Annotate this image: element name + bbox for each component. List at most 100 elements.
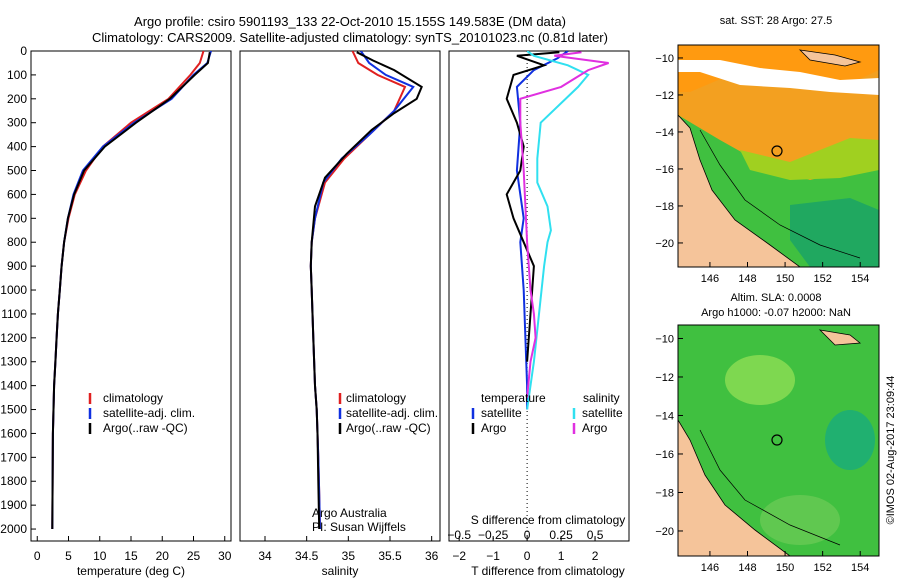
salinity-lines: [309, 51, 423, 530]
x-tick-label: 10: [93, 549, 107, 563]
x-tick-label: −2: [452, 549, 466, 563]
depth-tick-label: 100: [7, 68, 27, 82]
figure-subtitle: Climatology: CARS2009. Satellite-adjuste…: [92, 30, 608, 45]
lat-tick-label: −14: [655, 127, 674, 139]
series-argo-raw-qc-: [309, 51, 423, 530]
bathymetry-contour: [699, 129, 861, 259]
x-tick-label: 1: [558, 549, 565, 563]
sst-map-title: sat. SST: 28 Argo: 27.5: [720, 15, 833, 27]
s-tick-label: 0: [524, 528, 531, 542]
temperature-x-axis: 0 5 10 15 20 25 30: [34, 536, 232, 563]
sla-map: Altim. SLA: 0.0008 Argo h1000: -0.07 h20…: [655, 292, 880, 574]
depth-tick-label: 2000: [0, 522, 27, 536]
land-queensland: [678, 114, 801, 267]
depth-tick-label: 1300: [0, 355, 27, 369]
land-png: [798, 49, 862, 67]
salinity-xlabel: salinity: [322, 564, 359, 578]
pi-label: PI: Susan Wijffels: [312, 520, 406, 534]
x-tick-label: 5: [65, 549, 72, 563]
difference-x-axis: −2 −1 0 1 2 −0.5 −0.25 0 0.25 0.5: [447, 528, 603, 563]
argo-float-marker: [771, 145, 783, 157]
x-tick-label: 34.5: [295, 549, 319, 563]
x-tick-label: 15: [124, 549, 138, 563]
t-difference-label: T difference from climatology: [471, 564, 625, 578]
s-tick-label: −0.25: [478, 528, 509, 542]
lat-tick-label: −20: [655, 238, 674, 250]
legend-t-satellite: satellite: [481, 406, 522, 420]
series-climatology: [51, 51, 205, 530]
sla-map-title: Altim. SLA: 0.0008: [730, 292, 821, 304]
lat-tick-label: −16: [655, 449, 674, 461]
series-climatology: [309, 51, 407, 530]
lon-tick-label: 148: [738, 562, 756, 574]
sla-mid-patch: [760, 495, 840, 545]
depth-tick-label: 800: [7, 235, 27, 249]
s-tick-label: 0.25: [549, 528, 573, 542]
sla-map-frame: [677, 324, 880, 557]
salinity-panel: 34 34.5 35 35.5 36 climatology satellite-adj…: [239, 50, 441, 578]
legend-s-satellite: satellite: [582, 406, 623, 420]
depth-tick-label: 1100: [1, 307, 27, 321]
difference-panel: −2 −1 0 1 2 −0.5 −0.25 0 0.25 0.5 temperature sat…: [447, 50, 630, 578]
depth-tick-label: 1800: [0, 474, 27, 488]
series-argo-raw-qc-: [51, 52, 211, 530]
depth-tick-label: 500: [7, 164, 27, 178]
credit-label: ©IMOS 02-Aug-2017 23:09:44: [885, 376, 897, 525]
sst-transition-band: [740, 138, 879, 180]
depth-tick-label: 1900: [0, 498, 27, 512]
s-tick-label: 0.5: [587, 528, 604, 542]
series-temperature-satellite: [515, 51, 569, 410]
s-difference-label: S difference from climatology: [471, 513, 626, 527]
figure-title: Argo profile: csiro 5901193_133 22-Oct-2…: [134, 14, 566, 29]
depth-tick-label: 1200: [0, 331, 27, 345]
difference-legend: temperature satellite Argo salinity sate…: [471, 391, 623, 435]
lon-tick-label: 148: [738, 273, 756, 285]
x-tick-label: 36: [425, 549, 439, 563]
lat-tick-label: −10: [655, 53, 674, 65]
sla-map-field: [678, 325, 879, 556]
x-tick-label: 30: [218, 549, 232, 563]
legend-t-argo: Argo: [481, 421, 507, 435]
depth-tick-label: 1700: [0, 450, 27, 464]
depth-tick-label: 1400: [0, 379, 27, 393]
lon-tick-label: 152: [813, 562, 831, 574]
sst-map-frame: [677, 44, 880, 268]
sst-teal-region: [790, 198, 879, 267]
legend-satellite: satellite-adj. clim.: [346, 406, 438, 420]
sla-high-patch: [725, 355, 795, 405]
x-tick-label: 2: [592, 549, 599, 563]
lon-tick-label: 152: [813, 273, 831, 285]
depth-tick-label: 1000: [0, 283, 27, 297]
series-salinity-argo: [519, 51, 609, 398]
bathymetry-contour: [699, 429, 841, 546]
salinity-x-axis: 34 34.5 35 35.5 36: [258, 536, 439, 563]
lat-tick-label: −18: [655, 201, 674, 213]
sst-map-field: [678, 45, 879, 267]
lon-tick-label: 146: [701, 562, 719, 574]
legend-climatology: climatology: [103, 391, 163, 405]
land-queensland: [678, 419, 791, 556]
sst-map: sat. SST: 28 Argo: 27.5 −10−12−14−16−18−…: [655, 15, 880, 285]
land-png: [818, 329, 862, 346]
institution-label: Argo Australia: [312, 506, 387, 520]
legend-temperature-heading: temperature: [481, 391, 546, 405]
s-tick-label: −0.5: [447, 528, 471, 542]
depth-tick-label: 400: [7, 140, 27, 154]
x-tick-label: 34: [258, 549, 272, 563]
x-tick-label: 35.5: [378, 549, 402, 563]
sla-low-patch: [825, 410, 875, 470]
sla-map-subtitle: Argo h1000: -0.07 h2000: NaN: [701, 307, 851, 319]
difference-axes: [448, 50, 630, 542]
cloud-mask: [678, 60, 879, 95]
depth-tick-label: 900: [7, 259, 27, 273]
temperature-panel: 0100200300400500600700800900100011001200…: [0, 44, 231, 578]
sla-map-axes: −10 −12 −14 −16 −18 −20 146 148 150 152 154: [655, 333, 869, 574]
lat-tick-label: −14: [655, 410, 674, 422]
series-satellite-adj-clim-: [309, 51, 415, 530]
depth-tick-label: 0: [20, 44, 27, 58]
x-tick-label: 20: [156, 549, 170, 563]
legend-s-argo: Argo: [582, 421, 608, 435]
lon-tick-label: 154: [851, 562, 869, 574]
lon-tick-label: 154: [851, 273, 869, 285]
